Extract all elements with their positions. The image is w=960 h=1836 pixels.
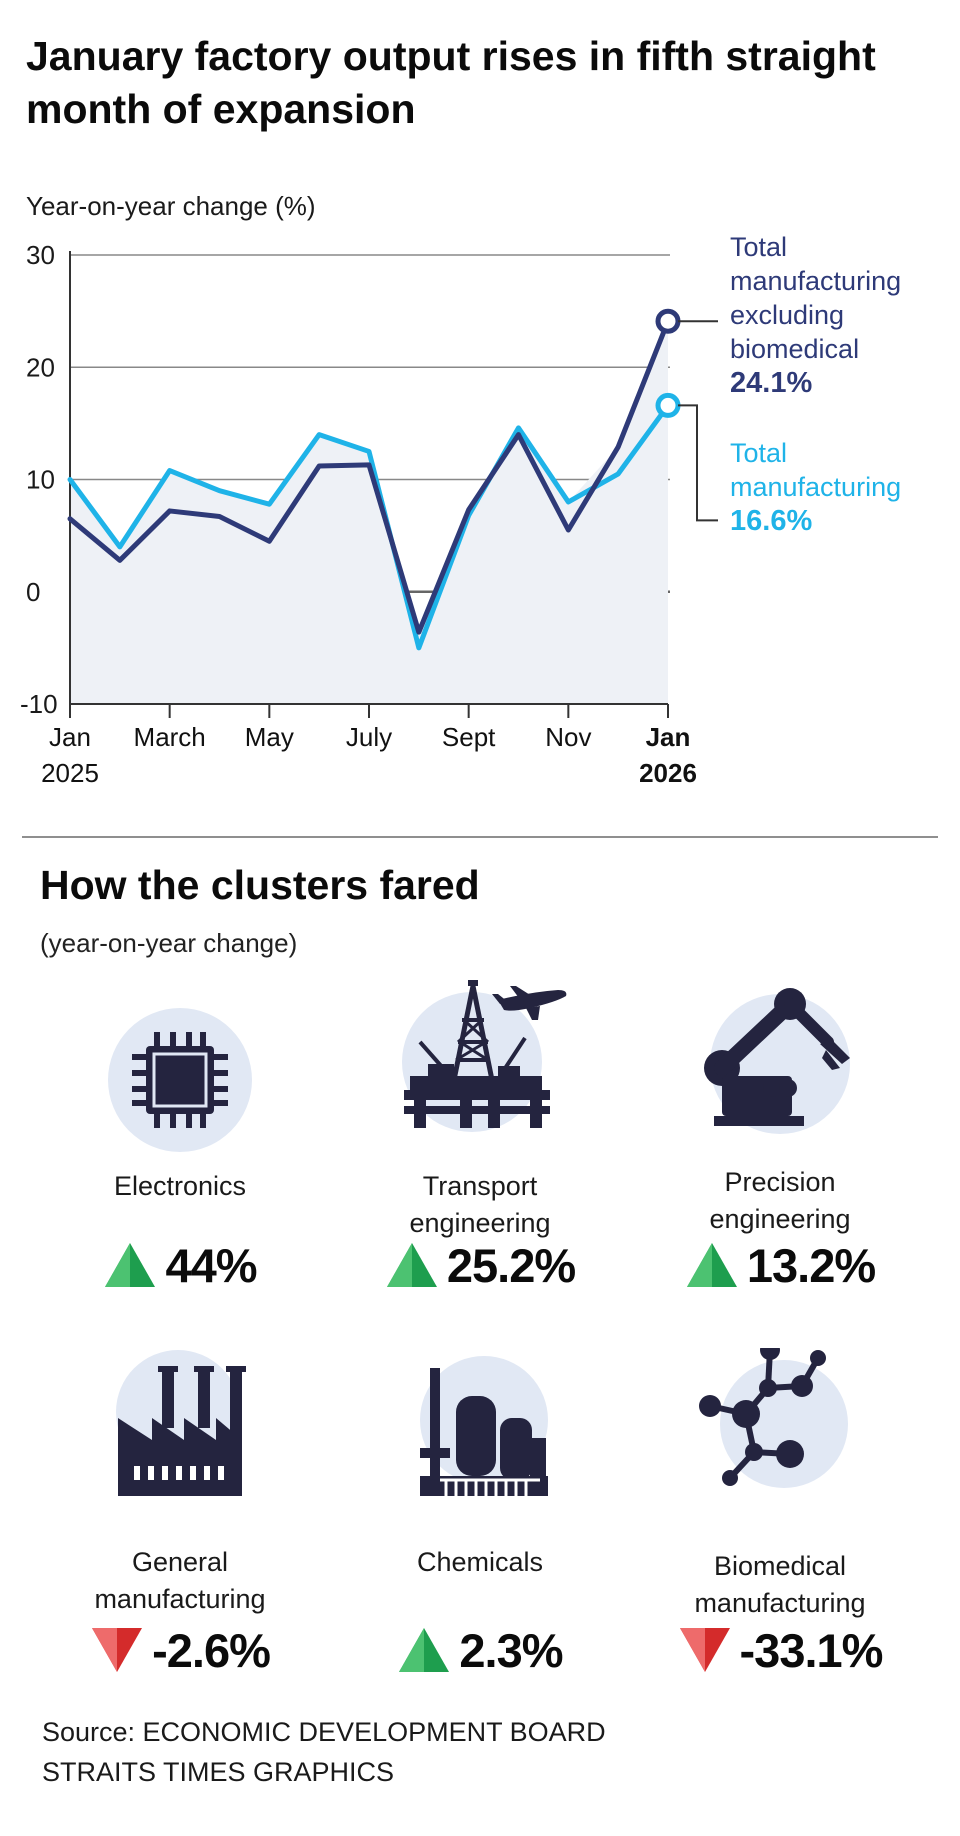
clusters-title: How the clusters fared [40,862,480,908]
y-tick-label: 0 [26,577,40,607]
x-tick-label: Jan [49,722,91,752]
cluster-change: -33.1% [630,1620,930,1680]
x-tick-label: 2026 [639,758,697,788]
x-tick-label: Jan [646,722,691,752]
cluster-precision-engineering: Precision engineering 13.2% [630,980,930,1310]
series-labels: Total manufacturing excluding biomedical24.… [655,232,901,537]
cluster-electronics: Electronics 44% [30,980,330,1310]
chip-icon [108,1008,252,1152]
cluster-name: Transport engineering [409,1171,551,1238]
x-tick-label: March [134,722,206,752]
cluster-name: General manufacturing [94,1547,266,1614]
series-label: manufacturing [730,266,901,296]
x-tick-label: 2025 [41,758,99,788]
source-line: Source: ECONOMIC DEVELOPMENT BOARD [42,1717,606,1747]
cluster-change: 2.3% [330,1620,630,1680]
y-tick-label: 30 [26,240,55,270]
x-tick-label: Nov [545,722,591,752]
cluster-name: Electronics [113,1171,247,1201]
series-label: Total [730,232,787,262]
end-point-marker [655,308,681,334]
y-axis-label: Year-on-year change (%) [26,191,316,221]
cluster-biomedical-manufacturing: Biomedical manufacturing -33.1% [630,1348,930,1678]
y-tick-label: 10 [26,465,55,495]
cluster-chemicals: Chemicals 2.3% [330,1348,630,1678]
cluster-change: 44% [30,1235,330,1295]
end-point-marker [655,392,681,418]
line-chart: Year-on-year change (%) 30 20 10 0 -10 Jan 20… [20,191,901,788]
series-label: Total [730,438,787,468]
clusters-subtitle: (year-on-year change) [40,928,298,958]
source-credit: Source: ECONOMIC DEVELOPMENT BOARD STRAI… [42,1712,606,1792]
cluster-name: Chemicals [416,1547,544,1577]
series-value-label: 24.1% [730,367,812,399]
chemical-plant-icon [420,1356,548,1496]
x-tick-label: May [245,722,294,752]
factory-icon [116,1350,246,1496]
cluster-change: 25.2% [330,1235,630,1295]
x-tick-label: July [346,722,392,752]
oil-rig-airplane-icon [402,980,567,1132]
series-label: excluding [730,300,844,330]
series-line-total [67,402,671,651]
up-arrow-icon [105,1243,156,1287]
leader-line [678,404,718,522]
credit-line: STRAITS TIMES GRAPHICS [42,1757,395,1787]
molecule-icon [699,1348,848,1488]
headline: January factory output rises in fifth st… [26,33,876,132]
y-tick-label: 20 [26,352,55,382]
cluster-change: -2.6% [30,1620,330,1680]
cluster-transport-engineering: Transport engineering 25.2% [330,980,630,1310]
down-arrow-icon [679,1628,730,1672]
y-tick-label: -10 [20,689,58,719]
down-arrow-icon [92,1628,143,1672]
series-line-excl-biomedical [67,318,671,635]
cluster-change: 13.2% [630,1235,930,1295]
cluster-name: Precision engineering [709,1167,851,1234]
x-tick-label: Sept [442,722,496,752]
section-divider [22,836,938,838]
series-label: biomedical [730,334,859,364]
up-arrow-icon [686,1243,737,1287]
x-axis: Jan 2025 March May July Sept Nov Jan 2026 [41,251,697,788]
cluster-general-manufacturing: General manufacturing -2.6% [30,1348,330,1678]
cluster-name: Biomedical manufacturing [694,1551,866,1618]
up-arrow-icon [399,1628,450,1672]
area-fill [70,321,668,704]
series-label: manufacturing [730,472,901,502]
series-value-label: 16.6% [730,505,812,537]
series-lines [67,318,671,651]
robotic-arm-icon [704,988,850,1134]
up-arrow-icon [386,1243,437,1287]
